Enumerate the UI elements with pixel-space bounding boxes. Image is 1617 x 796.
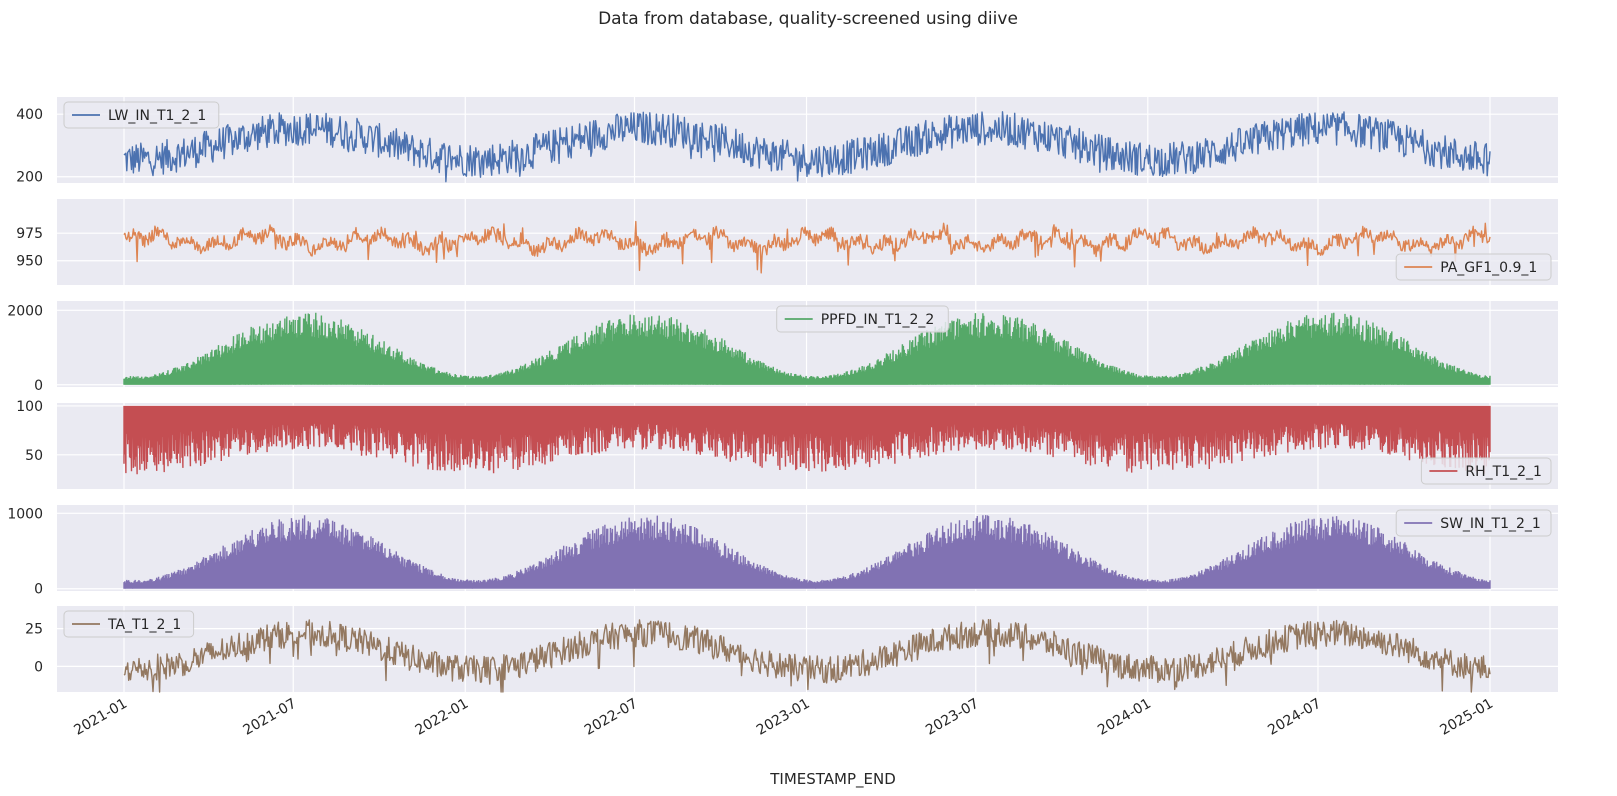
legend-label: SW_IN_T1_2_1 xyxy=(1440,516,1541,532)
x-axis: 2021-01 2021-07 2022-01 2022-07 2023-01 2023-… xyxy=(71,696,1496,739)
x-tick-label: 2022-01 xyxy=(413,696,472,739)
legend-box xyxy=(776,305,949,333)
panel-3: 0 2000 PPFD_IN_T1_2_2 xyxy=(7,301,1558,394)
x-tick-label: 2025-01 xyxy=(1437,696,1496,739)
legend: PA_GF1_0.9_1 xyxy=(1395,253,1552,281)
legend: SW_IN_T1_2_1 xyxy=(1395,509,1552,537)
legend: RH_T1_2_1 xyxy=(1420,457,1552,485)
y-tick-label: 1000 xyxy=(7,506,43,522)
y-tick-label: 25 xyxy=(25,622,43,638)
panel-1: 200 400 LW_IN_T1_2_1 xyxy=(16,97,1558,186)
x-tick-label: 2021-07 xyxy=(241,696,300,739)
legend-box xyxy=(1395,253,1552,281)
x-tick-label: 2023-01 xyxy=(754,696,813,739)
series-line xyxy=(123,619,1491,693)
y-tick-label: 0 xyxy=(34,378,43,394)
series-line xyxy=(123,312,1491,385)
legend-label: TA_T1_2_1 xyxy=(107,617,181,633)
panel-2: 950 975 PA_GF1_0.9_1 xyxy=(16,199,1558,285)
legend-label: LW_IN_T1_2_1 xyxy=(108,108,206,124)
y-tick-label: 975 xyxy=(16,226,43,242)
panel-4: 50 100 RH_T1_2_1 xyxy=(16,399,1558,489)
legend: PPFD_IN_T1_2_2 xyxy=(776,305,949,333)
panels: 200 400 LW_IN_T1_2_1 950 975 PA_GF1_0.9_1 0 200… xyxy=(7,97,1558,693)
legend-box xyxy=(1420,457,1552,485)
y-tick-label: 0 xyxy=(34,582,43,598)
series-line xyxy=(123,405,1491,475)
legend-box xyxy=(1395,509,1552,537)
legend: LW_IN_T1_2_1 xyxy=(63,101,220,129)
figure-title: Data from database, quality-screened usi… xyxy=(598,9,1018,29)
y-tick-label: 2000 xyxy=(7,303,43,319)
series-line xyxy=(123,111,1491,183)
x-tick-label: 2022-07 xyxy=(582,696,641,739)
x-tick-label: 2024-07 xyxy=(1265,696,1324,739)
series-line xyxy=(123,220,1491,274)
y-tick-label: 200 xyxy=(16,170,43,186)
legend-box xyxy=(63,101,220,129)
y-tick-label: 950 xyxy=(16,254,43,270)
panel-6: 0 25 TA_T1_2_1 xyxy=(25,606,1558,693)
y-tick-label: 400 xyxy=(16,107,43,123)
legend-label: PA_GF1_0.9_1 xyxy=(1440,260,1537,276)
y-tick-label: 0 xyxy=(34,659,43,675)
panel-5: 0 1000 SW_IN_T1_2_1 xyxy=(7,505,1558,598)
legend-label: RH_T1_2_1 xyxy=(1465,464,1542,480)
legend-box xyxy=(63,610,195,638)
x-tick-label: 2024-01 xyxy=(1095,696,1154,739)
series-line xyxy=(123,515,1491,589)
y-tick-label: 50 xyxy=(25,448,43,464)
x-tick-label: 2021-01 xyxy=(71,696,130,739)
x-axis-label: TIMESTAMP_END xyxy=(769,770,896,789)
y-tick-label: 100 xyxy=(16,399,43,415)
legend-label: PPFD_IN_T1_2_2 xyxy=(821,312,935,328)
x-tick-label: 2023-07 xyxy=(923,696,982,739)
legend: TA_T1_2_1 xyxy=(63,610,195,638)
